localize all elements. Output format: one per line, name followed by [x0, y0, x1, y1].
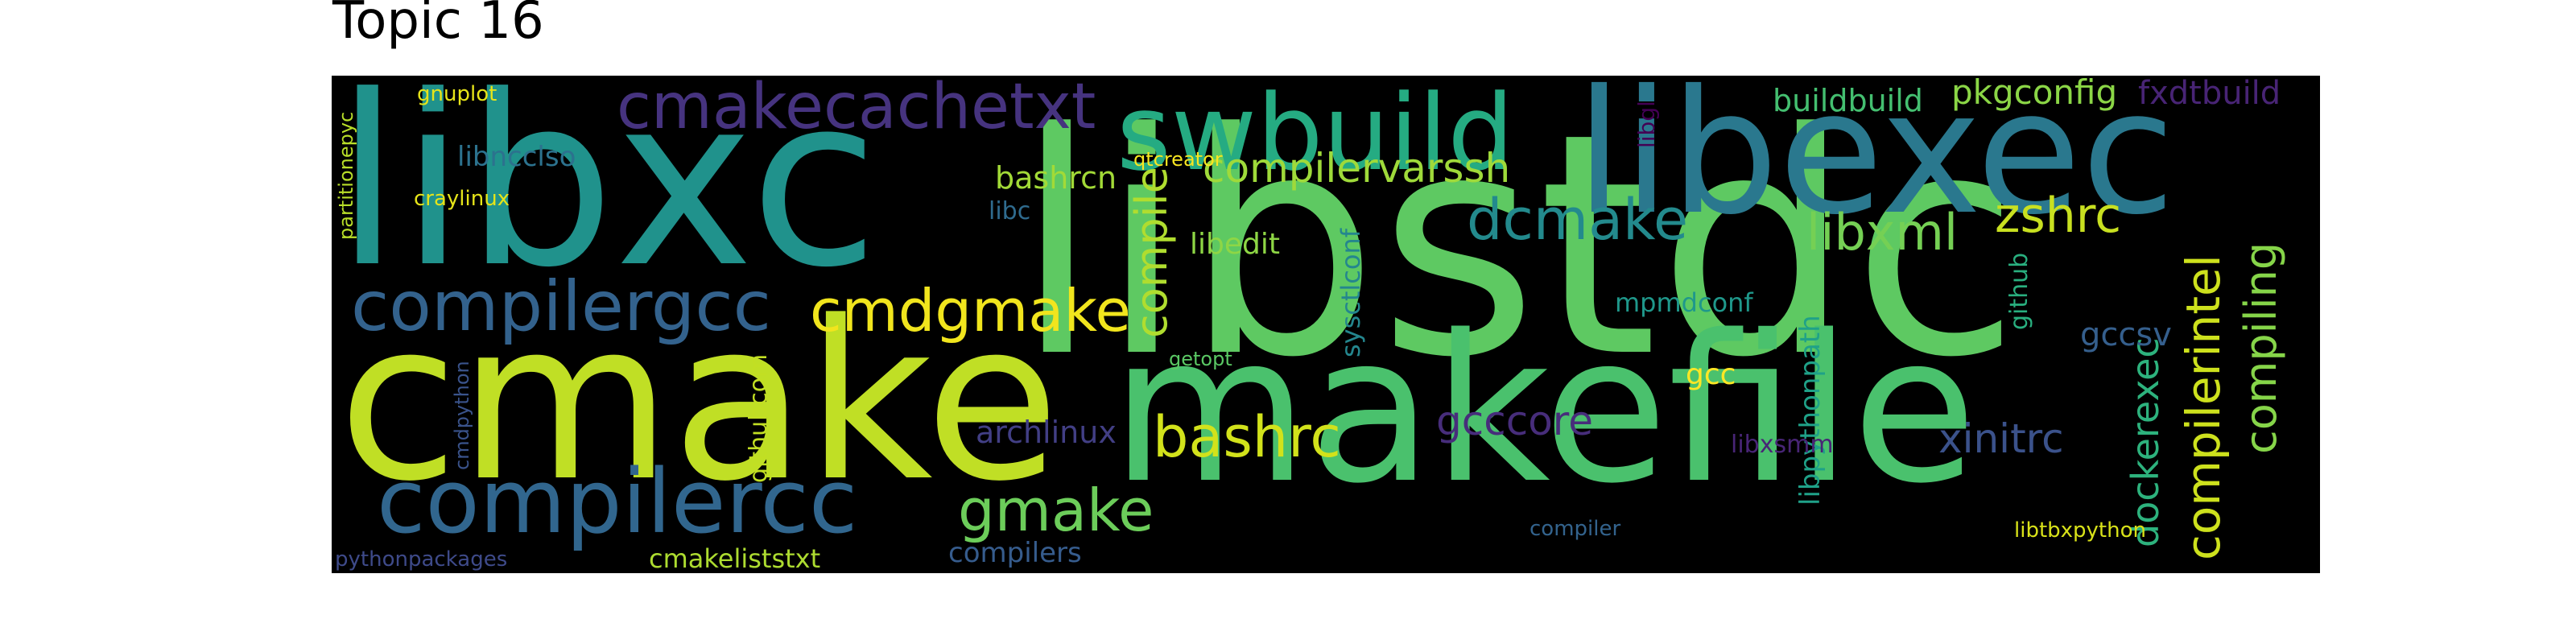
- word-fxdtbuild: fxdtbuild: [2138, 76, 2281, 112]
- word-compiling: compiling: [2235, 242, 2286, 454]
- word-xinitrc: xinitrc: [1938, 415, 2064, 462]
- word-cmakecachetxt: cmakecachetxt: [617, 76, 1096, 143]
- word-libtbxpython: libtbxpython: [2014, 518, 2146, 543]
- word-gnuplot: gnuplot: [417, 82, 497, 106]
- word-compilers: compilers: [948, 537, 1082, 569]
- word-partitionepyc: partitionepyc: [335, 111, 357, 240]
- word-sysctlconf: sysctlconf: [1335, 228, 1366, 357]
- word-compilergcc: compilergcc: [351, 266, 771, 347]
- word-cloud: libstdc makefile cmake libxc libexec swb…: [332, 76, 2320, 573]
- word-github: github: [2005, 252, 2033, 330]
- word-libxsmm: libxsmm: [1731, 431, 1834, 459]
- word-gmake: gmake: [958, 477, 1154, 544]
- word-compilerintel: compilerintel: [2176, 254, 2231, 560]
- word-libncclso: libncclso: [457, 141, 576, 173]
- word-gcc: gcc: [1686, 358, 1736, 391]
- word-zshrc: zshrc: [1995, 188, 2122, 244]
- word-archlinux: archlinux: [976, 415, 1117, 450]
- word-cmdpython: cmdpython: [451, 361, 473, 470]
- word-getopt: getopt: [1169, 348, 1232, 370]
- word-libc: libc: [989, 197, 1031, 225]
- word-compile: compile: [1126, 167, 1177, 338]
- word-gccsv: gccsv: [2080, 316, 2172, 353]
- word-buildbuild: buildbuild: [1773, 83, 1923, 118]
- word-makefile: makefile: [1111, 292, 1977, 528]
- word-libpythonpath: libpythonpath: [1794, 315, 1827, 506]
- word-qtcreator: qtcreator: [1133, 148, 1223, 171]
- word-libxml: libxml: [1806, 203, 1959, 262]
- word-compiler: compiler: [1530, 517, 1621, 541]
- word-cmakeliststxt: cmakeliststxt: [649, 543, 821, 573]
- word-libstdc: libstdc: [1014, 76, 2021, 424]
- word-dcmake: dcmake: [1467, 187, 1689, 253]
- word-bashrcn: bashrcn: [995, 160, 1117, 196]
- word-cmake: cmake: [338, 275, 1060, 530]
- word-pkgconfig: pkgconfig: [1951, 76, 2118, 112]
- word-gcccore: gcccore: [1436, 398, 1594, 444]
- word-githubcom: githubcom: [745, 353, 773, 483]
- word-cmdgmake: cmdgmake: [810, 277, 1131, 345]
- word-craylinux: craylinux: [414, 187, 510, 211]
- word-bashrc: bashrc: [1153, 404, 1341, 470]
- word-libexec: libexec: [1575, 76, 2176, 252]
- word-compilervarssh: compilervarssh: [1203, 145, 1511, 192]
- word-mpmdconf: mpmdconf: [1615, 287, 1753, 318]
- chart-title: Topic 16: [332, 0, 544, 51]
- word-swbuild: swbuild: [1117, 76, 1514, 194]
- word-libedit: libedit: [1190, 228, 1280, 261]
- word-compilercc: compilercc: [377, 450, 858, 553]
- word-dockerexec: dockerexec: [2124, 337, 2167, 547]
- word-libxc: libxc: [335, 76, 879, 319]
- word-pythonpackages: pythonpackages: [335, 547, 508, 572]
- word-libgl: libgl: [1633, 101, 1660, 148]
